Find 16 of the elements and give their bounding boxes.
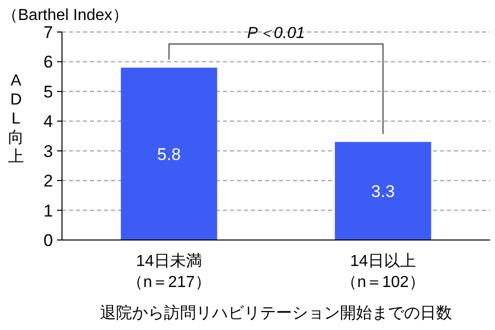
data-label: 3.3 [371,182,395,201]
y-tick-label: 7 [44,23,53,42]
y-axis-title: ADL向上 [8,72,24,166]
y-tick-label: 5 [44,82,53,102]
y-tick-label: 3 [44,142,53,161]
x-tick-label: 14日未満（n＝217） [127,252,211,291]
y-tick-label: 6 [44,52,53,72]
y-tick-label: 4 [44,112,53,132]
x-axis-title: 退院から訪問リハビリテーション開始までの日数 [100,304,452,322]
x-tick-label: 14日以上（n＝102） [341,252,425,291]
y-tick-label: 2 [44,172,53,191]
y-tick-label: 1 [44,201,53,220]
text: （Barthel Index） [2,7,128,24]
data-label: 5.8 [157,144,181,164]
annotation: P＜0.01 [247,25,305,42]
y-tick-label: 0 [44,231,53,250]
